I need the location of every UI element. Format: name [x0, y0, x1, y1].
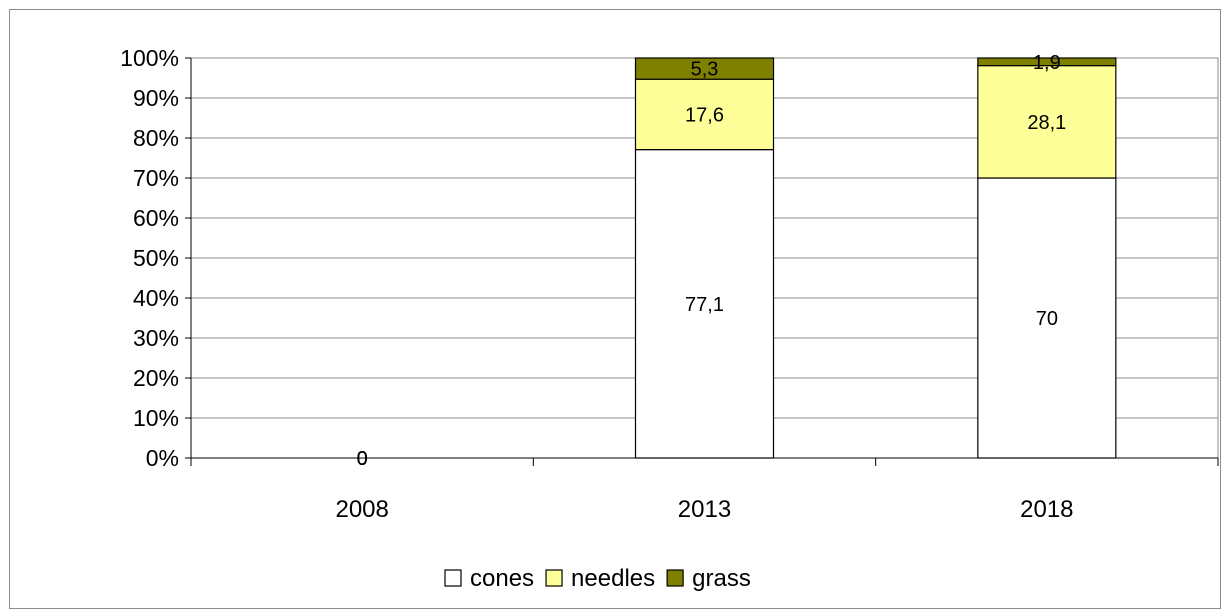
y-tick-label: 100% — [120, 45, 179, 71]
bar-needles — [977, 64, 1117, 179]
bar-cones — [634, 149, 775, 459]
data-label: 70 — [1036, 308, 1058, 330]
legend-label-needles: needles — [571, 565, 655, 592]
legend-swatch-needles — [545, 569, 563, 587]
legend: cones needles grass — [444, 565, 751, 592]
y-tick-label: 40% — [133, 285, 179, 311]
data-label: 5,3 — [691, 59, 719, 81]
chart-frame: 0% 10% 20% 30% 40% 50% 60% 70% 80% 90% 100% 2008 201… — [9, 9, 1221, 609]
data-label: 77,1 — [685, 294, 724, 316]
legend-label-cones: cones — [470, 565, 534, 592]
data-label: 17,6 — [685, 104, 724, 126]
y-tick-label: 90% — [133, 85, 179, 111]
data-label: 0 — [357, 448, 368, 470]
data-label: 0 — [357, 448, 368, 470]
x-tick-label: 2013 — [678, 496, 731, 523]
legend-swatch-cones — [444, 569, 462, 587]
y-tick-label: 70% — [133, 165, 179, 191]
y-tick-label: 50% — [133, 245, 179, 271]
y-tick-label: 30% — [133, 325, 179, 351]
x-tick-label: 2018 — [1020, 496, 1073, 523]
bar-grass — [977, 57, 1117, 67]
bar-needles — [634, 78, 775, 151]
axes: 0% 10% 20% 30% 40% 50% 60% 70% 80% 90% 100% 2008 201… — [120, 45, 1219, 523]
legend-swatch-grass — [666, 569, 684, 587]
y-tick-label: 0% — [146, 445, 179, 471]
data-label: 28,1 — [1027, 112, 1066, 134]
x-tick-label: 2008 — [335, 496, 388, 523]
y-tick-label: 10% — [133, 405, 179, 431]
bar-grass — [634, 57, 775, 80]
y-tick-label: 20% — [133, 365, 179, 391]
y-tick-label: 60% — [133, 205, 179, 231]
data-label: 1,9 — [1033, 52, 1061, 74]
bar-area — [634, 57, 1117, 459]
chart-svg: 0% 10% 20% 30% 40% 50% 60% 70% 80% 90% 100% 2008 201… — [120, 45, 1219, 592]
y-tick-label: 80% — [133, 125, 179, 151]
data-label: 0 — [357, 448, 368, 470]
legend-label-grass: grass — [692, 565, 751, 592]
